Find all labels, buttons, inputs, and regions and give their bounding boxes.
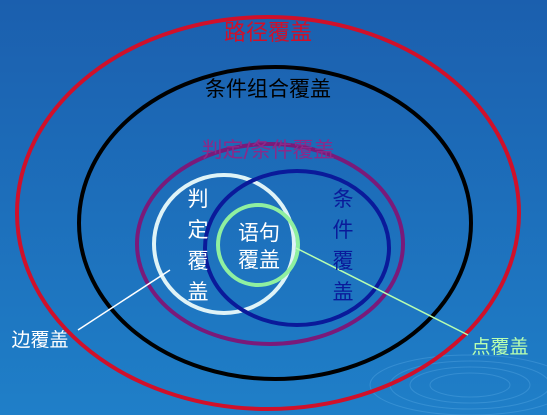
statement-line: 覆盖: [238, 248, 280, 272]
condition-coverage-ellipse: [203, 169, 391, 327]
condition-char: 条: [333, 187, 354, 211]
decision-coverage-circle: [152, 173, 296, 315]
path-coverage-label: 路径覆盖: [224, 21, 312, 46]
decision-char: 判: [188, 187, 209, 211]
node-coverage-pointer: [295, 247, 469, 336]
decision-char: 盖: [188, 280, 209, 304]
condition-coverage-label: 条 件 覆 盖: [333, 187, 354, 304]
decision-char: 定: [188, 218, 209, 242]
statement-line: 语句: [238, 221, 280, 245]
condition-char: 件: [333, 218, 354, 242]
decision-char: 覆: [188, 249, 209, 273]
statement-coverage-circle: [216, 203, 300, 287]
condition-combination-label: 条件组合覆盖: [205, 77, 331, 101]
condition-combination-ellipse: [77, 65, 473, 381]
decision-coverage-label: 判 定 覆 盖: [188, 187, 209, 304]
condition-char: 盖: [333, 280, 354, 304]
edge-coverage-label: 边覆盖: [11, 329, 68, 351]
edge-coverage-pointer: [77, 269, 171, 331]
node-coverage-label: 点覆盖: [471, 336, 528, 358]
condition-char: 覆: [333, 249, 354, 273]
decision-condition-label: 判定/条件覆盖: [201, 138, 334, 162]
decision-condition-ellipse: [135, 142, 405, 346]
statement-coverage-label: 语句 覆盖: [238, 221, 280, 272]
path-coverage-ellipse: [15, 15, 521, 411]
